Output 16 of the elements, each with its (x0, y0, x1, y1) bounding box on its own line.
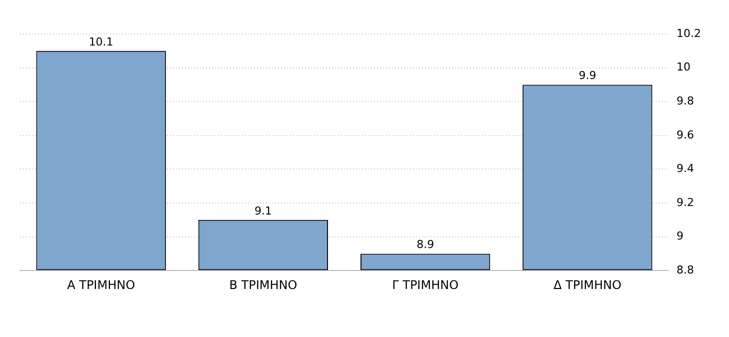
data-label: 9.9 (578, 69, 596, 82)
y-tick-label: 9.2 (676, 196, 694, 209)
x-tick-label: Β ΤΡΙΜΗΝΟ (229, 278, 298, 292)
y-tick-label: 9.6 (676, 128, 694, 142)
y-tick-label: 9.4 (676, 162, 694, 176)
data-label: 8.9 (416, 238, 434, 252)
y-tick-label: 9 (676, 230, 684, 243)
x-tick-label: Δ ΤΡΙΜΗΝΟ (553, 278, 622, 292)
data-label: 10.1 (88, 35, 114, 48)
y-tick-label: 10 (676, 60, 691, 74)
data-label: 9.1 (254, 204, 272, 218)
x-tick-label: Α ΤΡΙΜΗΝΟ (67, 278, 136, 292)
y-tick-label: 10.2 (676, 26, 702, 40)
y-tick-label: 9.8 (676, 94, 694, 108)
y-tick-label: 8.8 (676, 263, 694, 276)
x-tick-label: Γ ΤΡΙΜΗΝΟ (392, 278, 459, 292)
